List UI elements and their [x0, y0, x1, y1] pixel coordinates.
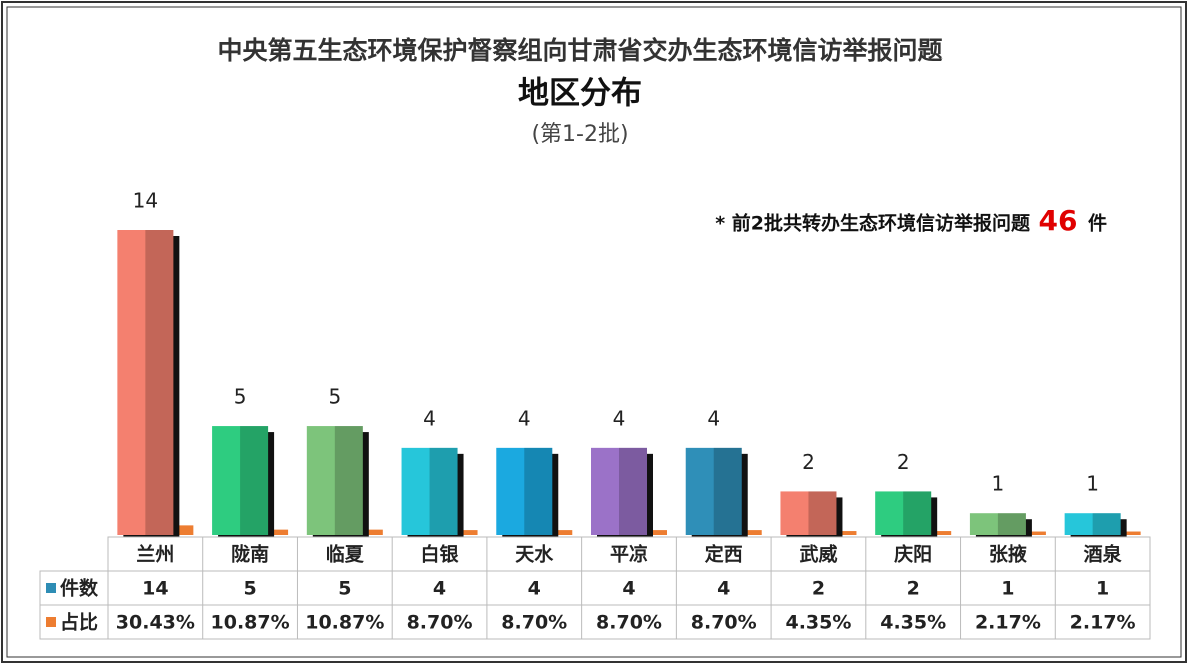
x-tick-label: 定西 [705, 543, 743, 566]
table-share: 8.70% [407, 612, 473, 634]
data-label: 4 [518, 406, 531, 430]
table-count: 4 [528, 578, 541, 600]
bar-shade [903, 491, 932, 535]
table-share: 4.35% [785, 612, 851, 634]
table-count: 1 [1001, 578, 1014, 600]
bar [401, 447, 458, 535]
chart-note: (第1-2批) [531, 122, 628, 147]
bar [117, 230, 174, 535]
table-share: 8.70% [691, 612, 757, 634]
data-label: 5 [328, 385, 341, 409]
bar [875, 491, 932, 535]
table-count: 4 [717, 578, 730, 600]
annotation-text: * 前2批共转办生态环境信访举报问题 [715, 212, 1030, 235]
bar-shade [619, 447, 647, 535]
chart-title: 中央第五生态环境保护督察组向甘肃省交办生态环境信访举报问题 [217, 36, 942, 65]
data-label: 4 [707, 406, 720, 430]
frame-inner [6, 6, 1182, 658]
bar-shade [429, 447, 458, 535]
bar-shade [713, 447, 742, 535]
data-label: 1 [1086, 472, 1099, 496]
bar-shade [808, 491, 837, 535]
table-count: 5 [338, 578, 351, 600]
table-share: 8.70% [501, 612, 567, 634]
x-tick-label: 酒泉 [1084, 543, 1123, 566]
data-label: 2 [897, 450, 910, 474]
table-count: 4 [433, 578, 446, 600]
table-count: 2 [907, 578, 920, 600]
x-tick-label: 武威 [799, 543, 837, 566]
data-label: 4 [423, 406, 436, 430]
legend-label: 件数 [60, 577, 99, 600]
bar-shade [334, 426, 363, 535]
table-count: 14 [142, 578, 168, 600]
bar-shade [1092, 513, 1121, 535]
bar [1064, 513, 1121, 535]
table-share: 2.17% [975, 612, 1041, 634]
bar [685, 447, 742, 535]
legend-swatch [46, 617, 56, 627]
x-tick-label: 平凉 [610, 543, 648, 566]
chart-subtitle: 地区分布 [518, 76, 642, 112]
table-share: 30.43% [116, 612, 195, 634]
x-tick-label: 白银 [421, 543, 460, 566]
annotation-value: 46 [1039, 204, 1078, 237]
table-count: 1 [1096, 578, 1109, 600]
bar [591, 447, 647, 535]
x-tick-label: 临夏 [326, 543, 365, 566]
bar-shade [240, 426, 269, 535]
table-count: 5 [243, 578, 256, 600]
data-label: 2 [802, 450, 815, 474]
bar-shade [145, 230, 174, 535]
bar [496, 447, 553, 535]
table-share: 2.17% [1070, 612, 1136, 634]
table-share: 10.87% [211, 612, 290, 634]
data-label: 1 [992, 472, 1005, 496]
table-share: 4.35% [880, 612, 946, 634]
table-count: 2 [812, 578, 825, 600]
bar [212, 426, 269, 535]
legend-swatch [46, 583, 56, 593]
bar-shade [524, 447, 553, 535]
table-share: 10.87% [305, 612, 384, 634]
legend-label: 占比 [60, 611, 98, 634]
annotation-unit: 件 [1088, 212, 1107, 235]
data-label: 14 [133, 189, 158, 213]
bar [306, 426, 363, 535]
x-tick-label: 天水 [515, 544, 554, 566]
bar [969, 513, 1026, 535]
x-tick-label: 庆阳 [894, 543, 932, 566]
bar-shade [997, 513, 1026, 535]
data-label: 4 [613, 406, 626, 430]
bar [780, 491, 837, 535]
x-tick-label: 张掖 [989, 543, 1027, 566]
x-tick-label: 陇南 [231, 543, 269, 566]
data-label: 5 [234, 385, 247, 409]
table-share: 8.70% [596, 612, 662, 634]
x-tick-label: 兰州 [136, 543, 174, 566]
table-count: 4 [622, 578, 635, 600]
